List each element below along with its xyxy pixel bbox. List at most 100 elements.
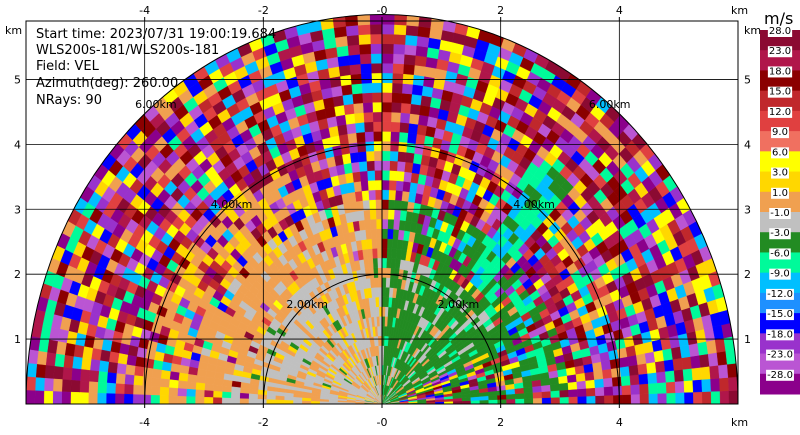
colorbar-label-bg (766, 349, 794, 361)
velocity-bin (345, 122, 357, 135)
velocity-bin (159, 378, 170, 388)
velocity-bin (664, 370, 676, 383)
velocity-bin (132, 384, 143, 396)
velocity-bin (381, 247, 388, 259)
velocity-bin (333, 104, 346, 117)
velocity-bin (401, 83, 413, 95)
velocity-bin (390, 131, 400, 142)
velocity-sectors (25, 14, 739, 405)
velocity-bin (378, 306, 383, 317)
velocity-bin (150, 394, 160, 405)
velocity-bin (648, 382, 658, 395)
velocity-bin (292, 396, 303, 402)
velocity-bin (391, 248, 398, 259)
velocity-bin (221, 385, 232, 393)
colorbar-tick-label: -9.0 (770, 269, 790, 280)
velocity-bin (381, 179, 390, 191)
velocity-bin (371, 72, 383, 84)
velocity-bin (388, 189, 396, 201)
velocity-bin (376, 228, 383, 239)
velocity-bin (152, 359, 164, 371)
velocity-bin (409, 181, 418, 194)
velocity-bin (43, 390, 54, 405)
velocity-bin (369, 209, 377, 220)
velocity-bin (415, 133, 426, 146)
velocity-bin (351, 92, 364, 105)
velocity-bin (374, 179, 383, 191)
velocity-bin (400, 102, 412, 114)
colorbar-label-bg (767, 86, 793, 98)
velocity-bin (195, 375, 206, 384)
velocity-bin (360, 72, 373, 84)
velocity-bin (602, 368, 613, 379)
velocity-bin (381, 189, 390, 200)
velocity-bin (186, 381, 197, 390)
velocity-bin (115, 373, 126, 385)
velocity-bin (116, 363, 127, 375)
velocity-bin (416, 35, 430, 48)
velocity-bin (514, 392, 525, 400)
velocity-bin (381, 238, 388, 249)
velocity-bin (381, 306, 386, 317)
x-tick-label: -4 (139, 416, 150, 429)
velocity-bin (352, 102, 364, 114)
velocity-bin (370, 62, 383, 74)
velocity-bin (373, 131, 383, 142)
velocity-bin (620, 375, 631, 386)
velocity-bin (187, 373, 198, 383)
x-tick-label-top: 2 (497, 4, 504, 17)
velocity-bin (362, 102, 373, 113)
colorbar-label-bg (766, 329, 794, 341)
velocity-bin (381, 140, 391, 152)
velocity-bin (89, 359, 101, 372)
velocity-bin (195, 382, 206, 391)
velocity-bin (406, 132, 417, 144)
velocity-bin (43, 377, 54, 392)
velocity-bin (421, 144, 433, 157)
velocity-bin (239, 387, 250, 395)
y-tick-label-right: 5 (744, 73, 751, 86)
velocity-bin (387, 228, 394, 240)
velocity-bin (266, 394, 276, 401)
velocity-bin (404, 161, 414, 173)
velocity-bin (404, 44, 417, 56)
velocity-bin (719, 390, 730, 405)
velocity-bin (384, 316, 388, 327)
velocity-bin (684, 391, 694, 405)
velocity-bin (369, 23, 383, 35)
colorbar-tick-label: 23.0 (769, 46, 791, 57)
velocity-bin (169, 371, 180, 381)
velocity-bin (420, 95, 432, 107)
velocity-bin (611, 376, 622, 387)
velocity-bin (391, 82, 403, 94)
velocity-bin (385, 286, 390, 298)
velocity-bin (333, 26, 347, 38)
x-tick-label: 4 (616, 416, 623, 429)
velocity-bin (375, 218, 383, 230)
velocity-bin (550, 390, 561, 398)
velocity-bin (230, 386, 241, 394)
velocity-bin (204, 383, 215, 392)
velocity-bin (603, 377, 614, 388)
velocity-bin (363, 111, 374, 123)
velocity-bin (682, 368, 693, 382)
velocity-bin (239, 392, 250, 400)
x-tick-label-top: -0 (377, 4, 388, 17)
velocity-bin (408, 113, 420, 125)
colorbar-tick-label: 9.0 (772, 127, 788, 138)
velocity-bin (346, 34, 360, 46)
velocity-bin (185, 396, 196, 405)
velocity-bin (653, 349, 665, 363)
velocity-bin (373, 160, 383, 171)
velocity-bin (691, 367, 702, 381)
velocity-bin (344, 113, 356, 125)
velocity-bin (359, 170, 368, 182)
velocity-bin (404, 34, 418, 46)
range-ring-label: 4.00km (211, 198, 253, 211)
velocity-bin (274, 399, 285, 405)
velocity-bin (381, 62, 394, 74)
velocity-bin (141, 385, 152, 396)
velocity-bin (275, 395, 285, 401)
velocity-bin (644, 351, 656, 364)
y-tick-label: 5 (14, 73, 21, 86)
